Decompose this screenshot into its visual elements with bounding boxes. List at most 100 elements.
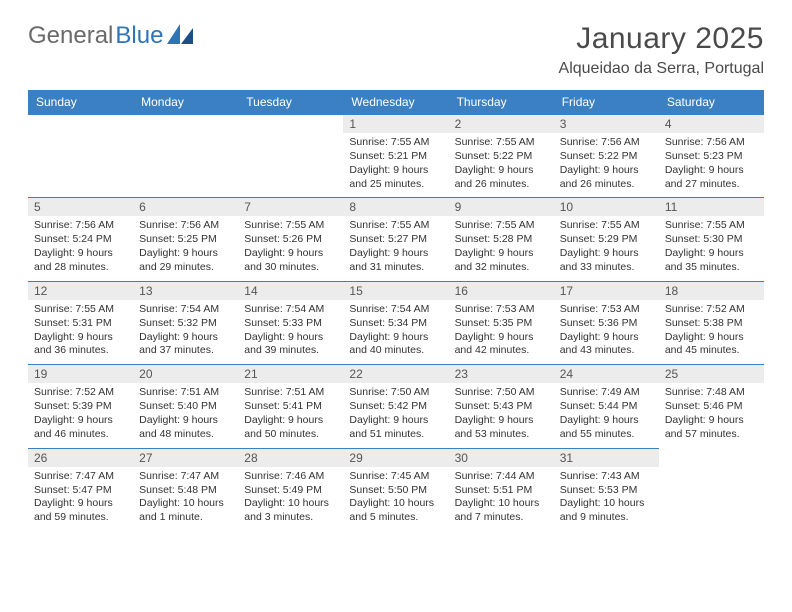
daylight-line: Daylight: 9 hours and 51 minutes. bbox=[349, 414, 442, 442]
sunrise-line: Sunrise: 7:53 AM bbox=[560, 303, 653, 317]
day-cell: 9Sunrise: 7:55 AMSunset: 5:28 PMDaylight… bbox=[449, 197, 554, 280]
sunrise-line: Sunrise: 7:56 AM bbox=[34, 219, 127, 233]
day-cell: 28 Sunrise: 7:46 AMSunset: 5:49 PMDayligh… bbox=[238, 448, 343, 531]
day-info: Sunrise: 7:56 AMSunset: 5:24 PMDaylight:… bbox=[34, 219, 127, 274]
daylight-line: Daylight: 9 hours and 42 minutes. bbox=[455, 331, 548, 359]
sunset-line: Sunset: 5:44 PM bbox=[560, 400, 653, 414]
empty-day-cell bbox=[238, 114, 343, 197]
day-number: 3 bbox=[554, 115, 659, 133]
weekday-header-cell: Friday bbox=[554, 90, 659, 114]
day-info: Sunrise: 7:44 AMSunset: 5:51 PMDaylight:… bbox=[455, 470, 548, 525]
day-cell: 18Sunrise: 7:52 AMSunset: 5:38 PMDayligh… bbox=[659, 281, 764, 364]
sunset-line: Sunset: 5:43 PM bbox=[455, 400, 548, 414]
empty-day-cell bbox=[133, 114, 238, 197]
day-info: Sunrise: 7:53 AMSunset: 5:35 PMDaylight:… bbox=[455, 303, 548, 358]
daylight-line: Daylight: 9 hours and 26 minutes. bbox=[455, 164, 548, 192]
daylight-line: Daylight: 9 hours and 43 minutes. bbox=[560, 331, 653, 359]
sunrise-line: Sunrise: 7:56 AM bbox=[665, 136, 758, 150]
daylight-line: Daylight: 9 hours and 57 minutes. bbox=[665, 414, 758, 442]
weekday-header-cell: Sunday bbox=[28, 90, 133, 114]
day-number: 11 bbox=[659, 198, 764, 216]
sunrise-line: Sunrise: 7:52 AM bbox=[34, 386, 127, 400]
sunrise-line: Sunrise: 7:55 AM bbox=[455, 219, 548, 233]
day-number: 25 bbox=[659, 365, 764, 383]
daylight-line: Daylight: 9 hours and 35 minutes. bbox=[665, 247, 758, 275]
daylight-line: Daylight: 9 hours and 59 minutes. bbox=[34, 497, 127, 525]
sunrise-line: Sunrise: 7:47 AM bbox=[139, 470, 232, 484]
sunrise-line: Sunrise: 7:55 AM bbox=[34, 303, 127, 317]
daylight-line: Daylight: 9 hours and 45 minutes. bbox=[665, 331, 758, 359]
day-info: Sunrise: 7:50 AMSunset: 5:42 PMDaylight:… bbox=[349, 386, 442, 441]
day-number: 28 bbox=[238, 449, 343, 467]
day-info: Sunrise: 7:55 AMSunset: 5:22 PMDaylight:… bbox=[455, 136, 548, 191]
sunrise-line: Sunrise: 7:54 AM bbox=[139, 303, 232, 317]
day-number: 10 bbox=[554, 198, 659, 216]
day-info: Sunrise: 7:47 AMSunset: 5:48 PMDaylight:… bbox=[139, 470, 232, 525]
day-cell: 3 Sunrise: 7:56 AMSunset: 5:22 PMDaylight… bbox=[554, 114, 659, 197]
sunrise-line: Sunrise: 7:47 AM bbox=[34, 470, 127, 484]
daylight-line: Daylight: 10 hours and 9 minutes. bbox=[560, 497, 653, 525]
daylight-line: Daylight: 9 hours and 46 minutes. bbox=[34, 414, 127, 442]
empty-day-cell bbox=[28, 114, 133, 197]
daylight-line: Daylight: 10 hours and 7 minutes. bbox=[455, 497, 548, 525]
sunrise-line: Sunrise: 7:55 AM bbox=[560, 219, 653, 233]
day-info: Sunrise: 7:55 AMSunset: 5:27 PMDaylight:… bbox=[349, 219, 442, 274]
day-info: Sunrise: 7:55 AMSunset: 5:30 PMDaylight:… bbox=[665, 219, 758, 274]
sunrise-line: Sunrise: 7:43 AM bbox=[560, 470, 653, 484]
sunrise-line: Sunrise: 7:51 AM bbox=[244, 386, 337, 400]
sunrise-line: Sunrise: 7:55 AM bbox=[349, 219, 442, 233]
weekday-header-cell: Saturday bbox=[659, 90, 764, 114]
daylight-line: Daylight: 9 hours and 33 minutes. bbox=[560, 247, 653, 275]
day-number: 30 bbox=[449, 449, 554, 467]
day-number: 9 bbox=[449, 198, 554, 216]
sunrise-line: Sunrise: 7:52 AM bbox=[665, 303, 758, 317]
day-info: Sunrise: 7:46 AMSunset: 5:49 PMDaylight:… bbox=[244, 470, 337, 525]
day-number: 13 bbox=[133, 282, 238, 300]
daylight-line: Daylight: 9 hours and 55 minutes. bbox=[560, 414, 653, 442]
day-info: Sunrise: 7:45 AMSunset: 5:50 PMDaylight:… bbox=[349, 470, 442, 525]
sunrise-line: Sunrise: 7:55 AM bbox=[455, 136, 548, 150]
day-number: 6 bbox=[133, 198, 238, 216]
sunrise-line: Sunrise: 7:53 AM bbox=[455, 303, 548, 317]
sunrise-line: Sunrise: 7:50 AM bbox=[349, 386, 442, 400]
daylight-line: Daylight: 9 hours and 36 minutes. bbox=[34, 331, 127, 359]
sunrise-line: Sunrise: 7:55 AM bbox=[665, 219, 758, 233]
daylight-line: Daylight: 9 hours and 27 minutes. bbox=[665, 164, 758, 192]
sunset-line: Sunset: 5:23 PM bbox=[665, 150, 758, 164]
sunset-line: Sunset: 5:22 PM bbox=[560, 150, 653, 164]
calendar-body: 1Sunrise: 7:55 AMSunset: 5:21 PMDaylight… bbox=[28, 114, 764, 531]
day-cell: 27Sunrise: 7:47 AMSunset: 5:48 PMDayligh… bbox=[133, 448, 238, 531]
weekday-header-cell: Tuesday bbox=[238, 90, 343, 114]
sunrise-line: Sunrise: 7:49 AM bbox=[560, 386, 653, 400]
sunrise-line: Sunrise: 7:56 AM bbox=[139, 219, 232, 233]
daylight-line: Daylight: 10 hours and 1 minute. bbox=[139, 497, 232, 525]
month-title: January 2025 bbox=[559, 22, 764, 56]
logo-text-blue: Blue bbox=[115, 22, 163, 50]
title-block: January 2025 Alqueidao da Serra, Portuga… bbox=[559, 22, 764, 78]
day-info: Sunrise: 7:54 AMSunset: 5:33 PMDaylight:… bbox=[244, 303, 337, 358]
sunset-line: Sunset: 5:36 PM bbox=[560, 317, 653, 331]
sunset-line: Sunset: 5:35 PM bbox=[455, 317, 548, 331]
sunset-line: Sunset: 5:39 PM bbox=[34, 400, 127, 414]
sunset-line: Sunset: 5:32 PM bbox=[139, 317, 232, 331]
daylight-line: Daylight: 9 hours and 26 minutes. bbox=[560, 164, 653, 192]
day-number: 17 bbox=[554, 282, 659, 300]
logo: GeneralBlue bbox=[28, 22, 193, 50]
day-cell: 8 Sunrise: 7:55 AMSunset: 5:27 PMDaylight… bbox=[343, 197, 448, 280]
sunset-line: Sunset: 5:53 PM bbox=[560, 484, 653, 498]
calendar: SundayMondayTuesdayWednesdayThursdayFrid… bbox=[28, 90, 764, 531]
day-cell: 14Sunrise: 7:54 AMSunset: 5:33 PMDayligh… bbox=[238, 281, 343, 364]
day-info: Sunrise: 7:54 AMSunset: 5:32 PMDaylight:… bbox=[139, 303, 232, 358]
day-number: 31 bbox=[554, 449, 659, 467]
sunset-line: Sunset: 5:21 PM bbox=[349, 150, 442, 164]
day-number: 8 bbox=[343, 198, 448, 216]
day-info: Sunrise: 7:56 AMSunset: 5:22 PMDaylight:… bbox=[560, 136, 653, 191]
daylight-line: Daylight: 9 hours and 39 minutes. bbox=[244, 331, 337, 359]
sunset-line: Sunset: 5:33 PM bbox=[244, 317, 337, 331]
sunset-line: Sunset: 5:42 PM bbox=[349, 400, 442, 414]
sunset-line: Sunset: 5:47 PM bbox=[34, 484, 127, 498]
sunset-line: Sunset: 5:49 PM bbox=[244, 484, 337, 498]
day-info: Sunrise: 7:54 AMSunset: 5:34 PMDaylight:… bbox=[349, 303, 442, 358]
sunset-line: Sunset: 5:27 PM bbox=[349, 233, 442, 247]
day-cell: 16Sunrise: 7:53 AMSunset: 5:35 PMDayligh… bbox=[449, 281, 554, 364]
